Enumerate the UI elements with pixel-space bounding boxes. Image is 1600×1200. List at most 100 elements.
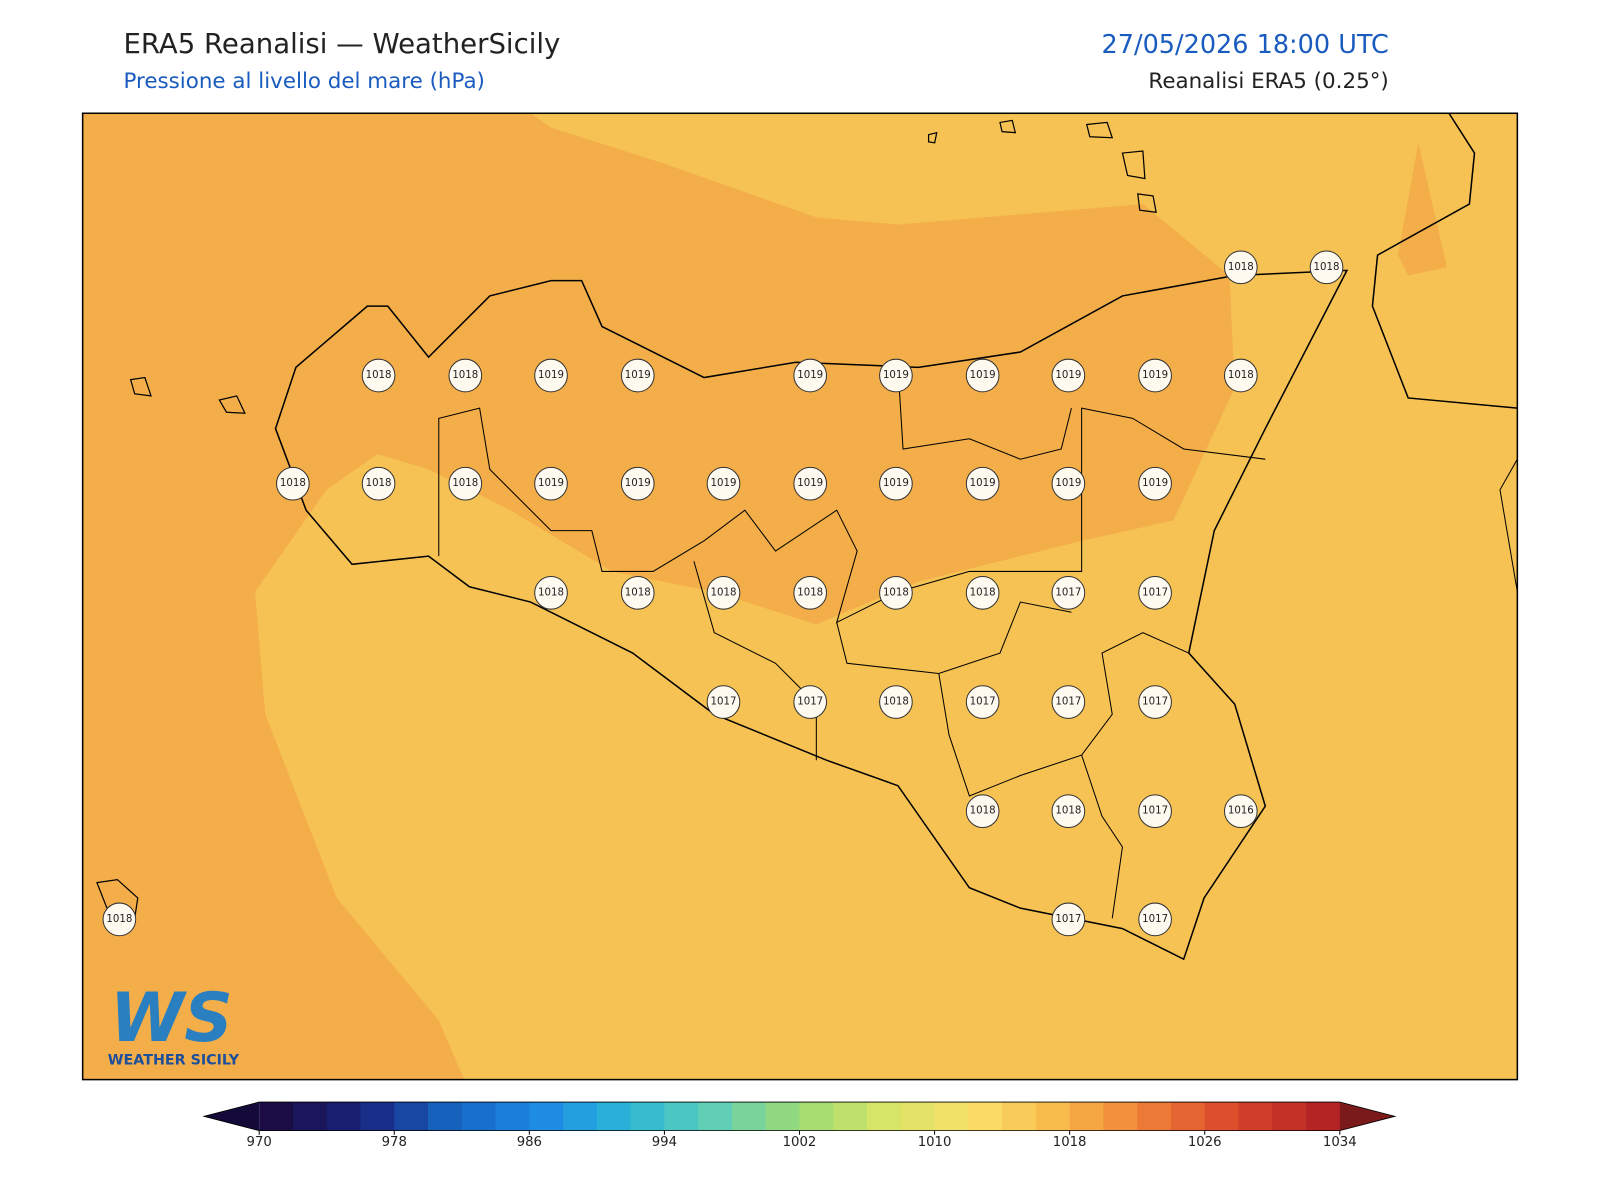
station-label: 1018: [366, 370, 392, 381]
colorbar-segment: [630, 1102, 665, 1131]
colorbar-segment: [833, 1102, 868, 1131]
station: 1018: [879, 685, 913, 719]
station-label: 1018: [538, 587, 564, 598]
subtitle: Pressione al livello del mare (hPa): [123, 69, 484, 94]
station: 1017: [1051, 576, 1086, 610]
station: 1019: [793, 466, 828, 501]
colorbar: 970 978 986 994 1002 1010 1018 1026 1034: [202, 1101, 1397, 1150]
colorbar-segment: [867, 1102, 902, 1131]
station-marker: [965, 358, 1000, 393]
colorbar-segment: [461, 1102, 497, 1131]
colorbar-tick-label: 1002: [783, 1135, 817, 1150]
colorbar-segment: [1103, 1102, 1138, 1131]
station: 1019: [1138, 466, 1172, 501]
colorbar-segment: [259, 1102, 294, 1131]
colorbar-segment: [664, 1102, 699, 1131]
station: 1018: [1223, 358, 1258, 393]
colorbar-tick-label: 978: [382, 1135, 407, 1150]
station: 1018: [276, 466, 310, 501]
station-marker: [965, 466, 1000, 501]
station-marker: [793, 576, 828, 610]
station-label: 1019: [1055, 478, 1081, 489]
islands: [96, 119, 1157, 920]
station-label: 1019: [1055, 370, 1081, 381]
station-label: 1019: [883, 370, 909, 381]
station: 1018: [1309, 250, 1344, 285]
station: 1019: [965, 466, 1000, 501]
colorbar-segment: [360, 1102, 395, 1131]
station-marker: [102, 902, 137, 937]
station: 1018: [534, 576, 568, 610]
station: 1018: [361, 358, 396, 393]
station: 1019: [879, 466, 913, 501]
colorbar-segment: [1035, 1102, 1071, 1131]
station: 1019: [793, 358, 828, 393]
colorbar-segment: [765, 1102, 800, 1131]
station-label: 1017: [1142, 806, 1168, 817]
field-dark: [1397, 142, 1447, 276]
logo: WS WEATHER SICILY: [108, 978, 240, 1068]
station-marker: [276, 466, 310, 501]
colorbar-segment: [1137, 1102, 1172, 1131]
station-label: 1019: [538, 478, 564, 489]
station-marker: [1223, 358, 1258, 393]
source: Reanalisi ERA5 (0.25°): [1148, 69, 1388, 94]
station-marker: [1138, 466, 1172, 501]
station-label: 1017: [711, 697, 737, 708]
station-label: 1019: [1142, 370, 1168, 381]
station-marker: [620, 576, 655, 610]
colorbar-segment: [1170, 1102, 1206, 1131]
station-marker: [965, 685, 1000, 719]
station-marker: [1051, 902, 1086, 937]
station-label: 1019: [625, 478, 651, 489]
station-label: 1019: [797, 478, 823, 489]
station-label: 1019: [625, 370, 651, 381]
colorbar-segment: [596, 1102, 632, 1131]
station: 1018: [102, 902, 137, 937]
colorbar-extend-high: [1339, 1102, 1395, 1131]
station-label: 1018: [883, 697, 909, 708]
colorbar-tick-label: 994: [652, 1135, 677, 1150]
station-marker: [706, 685, 741, 719]
station-label: 1017: [1142, 697, 1168, 708]
station-label: 1018: [452, 370, 478, 381]
station-label: 1018: [1314, 262, 1340, 273]
station-label: 1018: [970, 587, 996, 598]
colorbar-segment: [934, 1102, 969, 1131]
station-marker: [534, 466, 568, 501]
station-label: 1018: [106, 914, 132, 925]
colorbar-tick-label: 986: [517, 1135, 542, 1150]
station-marker: [1051, 794, 1086, 829]
colorbar-segment: [731, 1102, 767, 1131]
station: 1018: [1051, 794, 1086, 829]
station-marker: [361, 466, 396, 501]
station-label: 1017: [1055, 587, 1081, 598]
station: 1017: [706, 685, 741, 719]
logo-caption: WEATHER SICILY: [108, 1052, 240, 1068]
station: 1018: [965, 576, 1000, 610]
title: ERA5 Reanalisi — WeatherSicily: [123, 28, 560, 60]
station-marker: [1138, 576, 1172, 610]
station-label: 1017: [970, 697, 996, 708]
station-marker: [1138, 902, 1172, 937]
station: 1019: [706, 466, 741, 501]
station: 1018: [448, 466, 483, 501]
station: 1019: [1051, 358, 1086, 393]
colorbar-segment: [1306, 1102, 1341, 1131]
coastline-calabria: [1371, 113, 1518, 409]
station-label: 1017: [1055, 914, 1081, 925]
station: 1017: [1138, 902, 1172, 937]
station-marker: [793, 358, 828, 393]
station-label: 1018: [1055, 806, 1081, 817]
station: 1018: [879, 576, 913, 610]
station: 1018: [448, 358, 483, 393]
colorbar-segment: [292, 1102, 328, 1131]
colorbar-tick-label: 1018: [1053, 1135, 1087, 1150]
station-label: 1018: [625, 587, 651, 598]
coastline-greece: [1499, 458, 1518, 592]
station-label: 1018: [452, 478, 478, 489]
station-marker: [879, 358, 913, 393]
station: 1019: [620, 358, 655, 393]
stations: 1018 1018 1018 1018 1019 1019 1019 1019 1019 1019…: [102, 250, 1344, 937]
station-marker: [448, 358, 483, 393]
